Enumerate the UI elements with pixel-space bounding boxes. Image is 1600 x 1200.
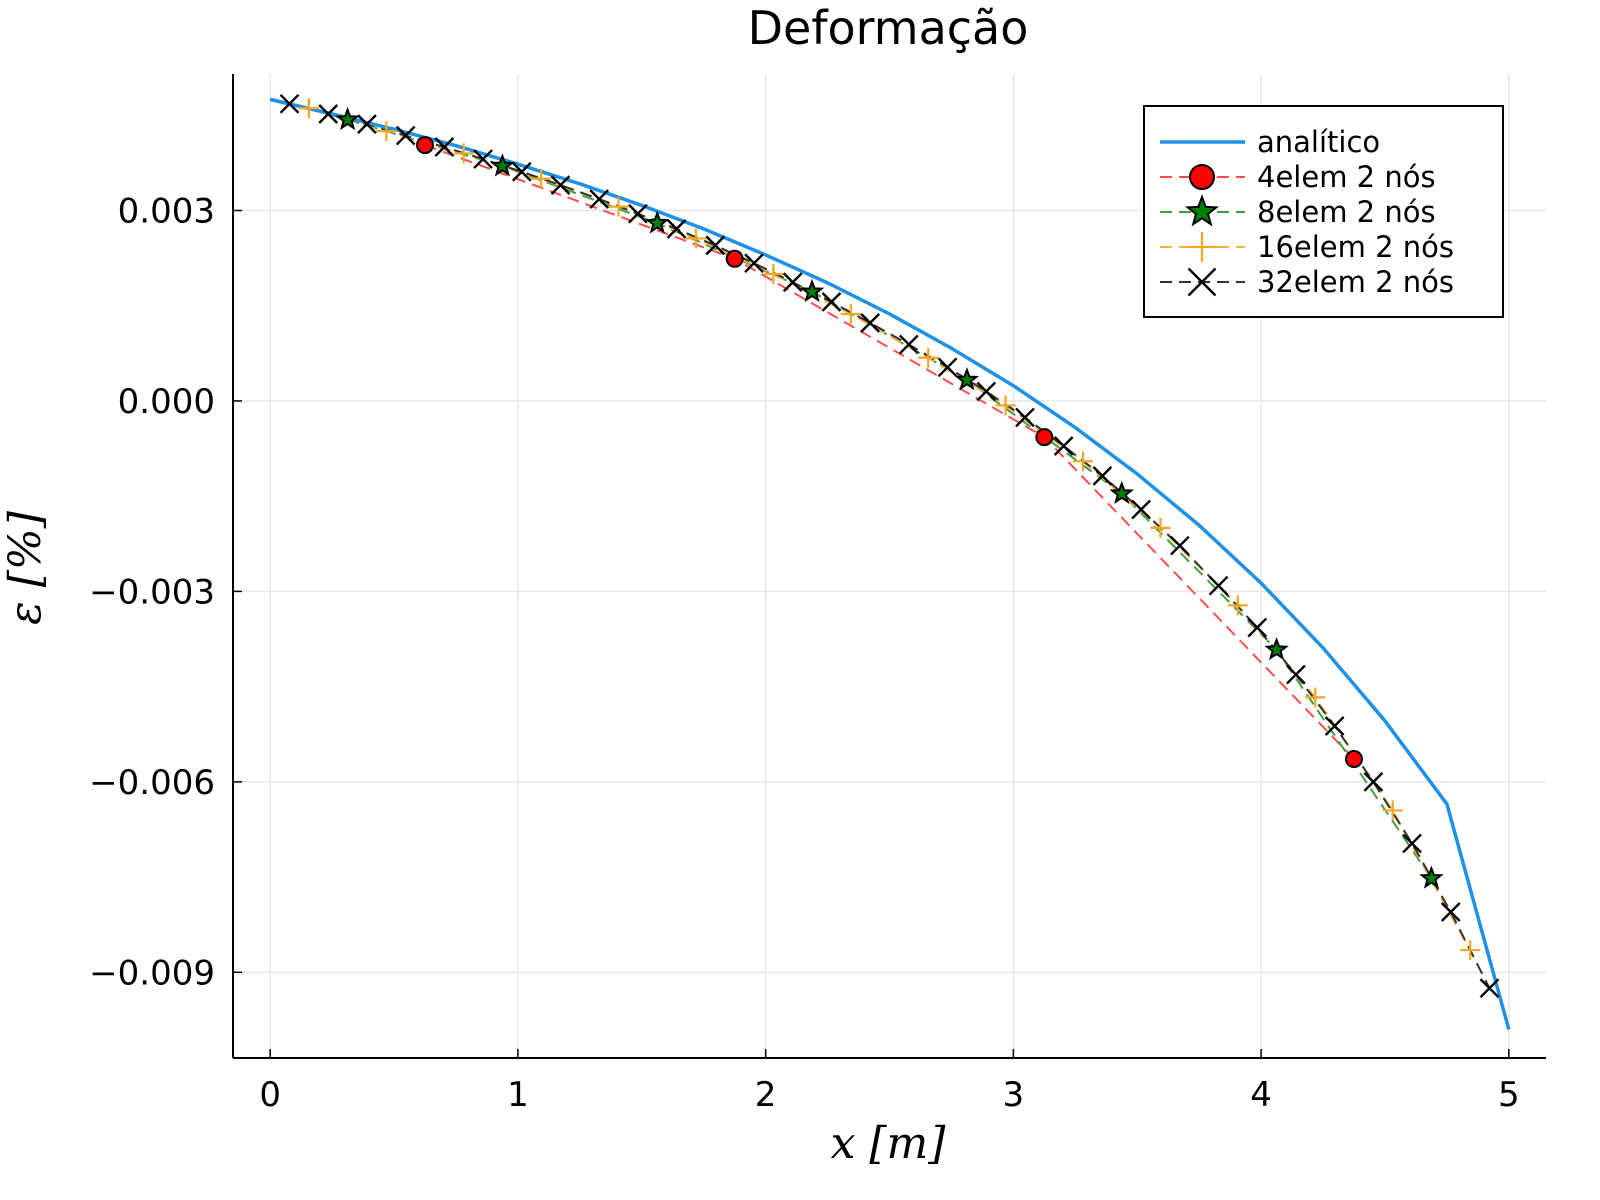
x-axis-label: x [m] (831, 1118, 947, 1169)
data-point-x (1247, 617, 1268, 638)
data-point-x (1169, 535, 1190, 556)
data-point-x (511, 161, 532, 182)
x-tick-label: 2 (755, 1075, 777, 1115)
data-point-x (550, 175, 571, 195)
legend-label: 32elem 2 nós (1257, 265, 1454, 299)
data-point-x (357, 114, 377, 135)
data-point-plus (1150, 517, 1171, 538)
legend-label: analítico (1257, 125, 1380, 159)
data-point-x (860, 313, 880, 333)
data-point-x (705, 235, 726, 256)
data-point-x (782, 272, 803, 293)
data-point-x (1015, 407, 1035, 428)
y-axis-label: ε [%] (0, 510, 51, 625)
data-point-plus (1073, 451, 1094, 472)
legend-marker-x (1187, 267, 1217, 297)
data-point-x (395, 125, 416, 146)
data-point-plus (1382, 800, 1403, 821)
legend-label: 4elem 2 nós (1257, 160, 1436, 194)
data-point-x (628, 203, 648, 224)
x-tick-labels: 0 1 2 3 4 5 (259, 1075, 1519, 1115)
data-point-x (1092, 466, 1113, 486)
data-point-x (1286, 664, 1306, 685)
y-tick-label: −0.006 (89, 763, 215, 803)
axes (232, 74, 1546, 1059)
data-point-star (490, 153, 515, 177)
data-point-x (937, 357, 958, 378)
data-point-star (645, 210, 670, 234)
data-point-star (799, 278, 825, 303)
y-tick-label: 0.003 (118, 191, 215, 231)
x-tick-label: 5 (1498, 1075, 1520, 1115)
data-point-plus (840, 303, 861, 324)
data-point-circle (415, 136, 434, 155)
data-point-star (1419, 865, 1444, 889)
data-point-x (1440, 902, 1461, 922)
series-markers (279, 93, 1500, 999)
data-point-plus (531, 168, 552, 189)
data-point-star (1264, 636, 1289, 661)
data-point-x (821, 292, 842, 312)
data-point-x (1402, 833, 1422, 854)
legend-label: 8elem 2 nós (1257, 195, 1436, 229)
x-tick-label: 1 (507, 1075, 529, 1115)
data-point-x (434, 137, 455, 157)
data-point-x (976, 381, 997, 402)
data-point-plus (298, 98, 319, 119)
data-point-star (335, 106, 360, 131)
series-line-2 (347, 118, 1433, 879)
data-point-x (318, 104, 339, 124)
data-point-x (666, 219, 687, 239)
chart-title: Deformação (748, 1, 1029, 55)
data-point-x (1208, 575, 1229, 596)
data-point-x (1131, 499, 1151, 520)
data-point-plus (453, 143, 474, 164)
x-tick-label: 0 (259, 1075, 281, 1115)
y-tick-label: −0.009 (89, 953, 215, 993)
data-point-circle (725, 249, 744, 268)
data-point-x (1479, 978, 1500, 999)
data-point-plus (608, 196, 629, 217)
data-point-plus (1305, 687, 1326, 708)
data-point-x (473, 149, 493, 169)
legend-marker-star (1185, 194, 1219, 227)
data-point-plus (918, 347, 939, 368)
y-tick-labels: 0.003 0.000 −0.003 −0.006 −0.009 (89, 191, 215, 993)
data-point-plus (685, 228, 706, 249)
data-point-star (1109, 480, 1134, 505)
y-tick-label: −0.003 (89, 572, 215, 612)
data-point-x (899, 334, 919, 355)
legend-label: 16elem 2 nós (1257, 230, 1454, 264)
x-tick-label: 3 (1003, 1075, 1025, 1115)
data-point-x (1053, 436, 1074, 456)
data-point-circle (1345, 749, 1364, 768)
legend-marker-circle (1189, 164, 1215, 190)
legend-marker-plus (1187, 232, 1217, 262)
data-point-x (744, 253, 764, 274)
data-point-x (1324, 716, 1345, 736)
data-point-plus (1227, 595, 1248, 616)
data-point-star (954, 367, 980, 391)
x-tick-label: 4 (1250, 1075, 1272, 1115)
data-point-plus (995, 395, 1016, 416)
data-point-plus (1460, 940, 1481, 961)
data-point-circle (1035, 428, 1054, 447)
data-point-plus (763, 263, 784, 284)
data-point-x (1363, 771, 1384, 792)
data-point-x (279, 93, 300, 114)
data-point-x (589, 189, 610, 209)
data-point-plus (376, 121, 397, 142)
y-tick-label: 0.000 (118, 382, 215, 422)
